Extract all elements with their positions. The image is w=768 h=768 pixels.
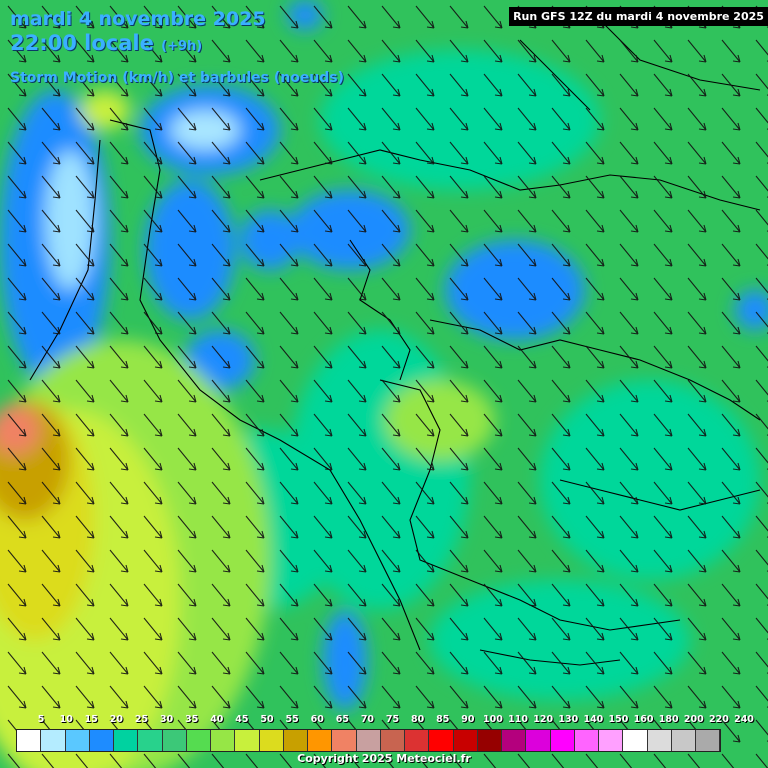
legend-swatch bbox=[65, 730, 90, 751]
legend-swatch bbox=[332, 730, 357, 751]
parameter-title: Storm Motion (km/h) et barbules (noeuds) bbox=[10, 70, 345, 86]
legend-swatch bbox=[114, 730, 139, 751]
legend-swatch bbox=[235, 730, 260, 751]
legend-swatch bbox=[671, 730, 696, 751]
time-label: 22:00 locale bbox=[10, 31, 154, 55]
legend-label: 50 bbox=[260, 714, 274, 725]
legend-swatch bbox=[405, 730, 430, 751]
legend-label: 45 bbox=[235, 714, 249, 725]
legend-swatch bbox=[138, 730, 163, 751]
legend-label: 150 bbox=[608, 714, 629, 725]
legend-label: 110 bbox=[508, 714, 528, 725]
legend-swatch bbox=[283, 730, 308, 751]
legend-swatch bbox=[259, 730, 284, 751]
legend-swatch bbox=[211, 730, 236, 751]
legend-label: 10 bbox=[59, 714, 73, 725]
legend-label: 160 bbox=[633, 714, 654, 725]
legend-label: 90 bbox=[461, 714, 475, 725]
legend-swatch bbox=[599, 730, 624, 751]
legend-swatch bbox=[380, 730, 405, 751]
legend-swatch bbox=[308, 730, 333, 751]
legend-label: 200 bbox=[683, 714, 704, 725]
legend-label: 20 bbox=[109, 714, 124, 725]
run-label: Run GFS 12Z du mardi 4 novembre 2025 bbox=[509, 7, 768, 26]
color-legend bbox=[16, 729, 722, 752]
legend-label: 220 bbox=[708, 714, 729, 725]
legend-swatch bbox=[356, 730, 381, 751]
legend-swatch bbox=[162, 730, 187, 751]
legend-swatch bbox=[89, 730, 114, 751]
legend-label: 35 bbox=[185, 714, 199, 725]
date-title: mardi 4 novembre 2025 bbox=[10, 8, 266, 30]
legend-swatch bbox=[623, 730, 648, 751]
legend-label: 70 bbox=[360, 714, 375, 725]
legend-label: 140 bbox=[583, 714, 604, 725]
legend-label: 65 bbox=[335, 714, 349, 725]
legend-label: 180 bbox=[658, 714, 679, 725]
legend-label: 120 bbox=[533, 714, 554, 725]
time-title: 22:00 locale (+9h) bbox=[10, 31, 202, 55]
legend-label: 55 bbox=[285, 714, 299, 725]
legend-swatch bbox=[41, 730, 66, 751]
legend-swatch bbox=[477, 730, 502, 751]
legend-swatch bbox=[502, 730, 527, 751]
legend-label: 15 bbox=[84, 714, 98, 725]
legend-label: 75 bbox=[385, 714, 400, 725]
legend-swatch bbox=[429, 730, 454, 751]
legend-label: 60 bbox=[310, 714, 324, 725]
copyright: Copyright 2025 Meteociel.fr bbox=[297, 752, 471, 765]
legend-swatch bbox=[550, 730, 575, 751]
offset-label: (+9h) bbox=[161, 39, 203, 54]
legend-swatch bbox=[186, 730, 211, 751]
legend-label: 85 bbox=[436, 714, 450, 725]
legend-label: 100 bbox=[483, 714, 503, 725]
legend-label: 80 bbox=[411, 714, 425, 725]
legend-labels: 5 10 15 20 25 30 35 40 45 50 55 60 65 70 75 80 85 90 100 11… bbox=[16, 714, 754, 728]
legend-label: 25 bbox=[134, 714, 149, 725]
legend-label: 40 bbox=[210, 714, 224, 725]
legend-swatch bbox=[17, 730, 42, 751]
legend-swatch bbox=[647, 730, 672, 751]
legend-swatch bbox=[526, 730, 551, 751]
legend-label: 30 bbox=[159, 714, 174, 725]
legend-swatch bbox=[696, 730, 721, 751]
legend-swatch bbox=[574, 730, 599, 751]
legend-swatch bbox=[453, 730, 478, 751]
legend-label: 240 bbox=[734, 714, 754, 725]
legend-label: 130 bbox=[558, 714, 579, 725]
legend-label: 5 bbox=[37, 714, 45, 725]
